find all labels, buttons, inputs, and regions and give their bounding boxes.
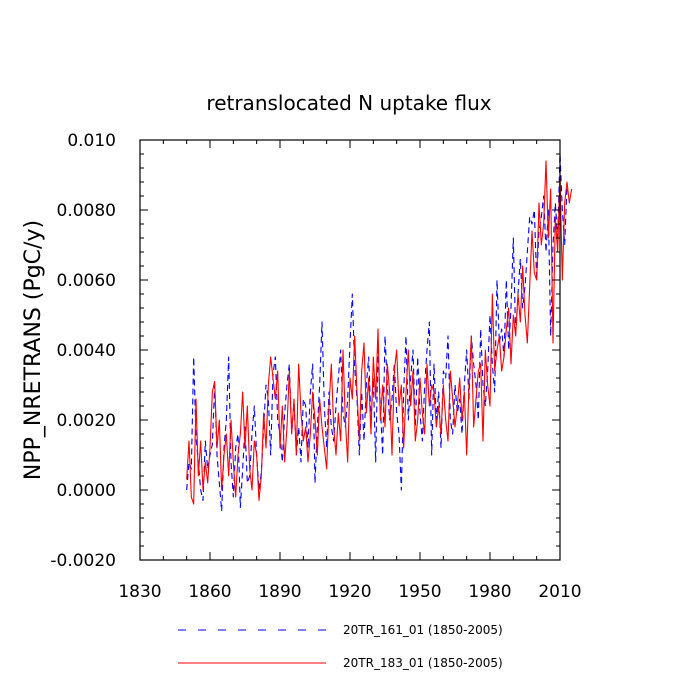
x-tick-label: 1950 xyxy=(398,582,441,602)
x-tick-label: 1830 xyxy=(118,582,161,602)
x-tick-label: 1980 xyxy=(468,582,511,602)
y-tick-label: 0.0040 xyxy=(57,341,116,361)
x-axis: 1830 1860 1890 1920 1950 1980 2010 xyxy=(118,140,582,602)
x-tick-label: 2010 xyxy=(538,582,581,602)
series-layer xyxy=(186,153,573,512)
chart-title: retranslocated N uptake flux xyxy=(206,91,491,115)
x-tick-label: 1920 xyxy=(328,582,371,602)
legend: 20TR_161_01 (1850-2005) 20TR_183_01 (1850… xyxy=(178,623,503,670)
y-tick-label: 0.0060 xyxy=(57,271,116,291)
y-tick-label: 0.0020 xyxy=(57,411,116,431)
y-axis: -0.0020 0.0000 0.0020 0.0040 0.0060 0.0080 0.0… xyxy=(50,131,560,571)
x-tick-label: 1860 xyxy=(188,582,231,602)
legend-label-2: 20TR_183_01 (1850-2005) xyxy=(343,656,503,670)
y-tick-label: 0.0080 xyxy=(57,201,116,221)
y-tick-label: 0.010 xyxy=(67,131,116,151)
x-tick-label: 1890 xyxy=(258,582,301,602)
y-axis-label: NPP_NRETRANS (PgC/y) xyxy=(21,220,46,480)
y-tick-label: -0.0020 xyxy=(50,551,116,571)
y-tick-label: 0.0000 xyxy=(57,481,116,501)
legend-label-1: 20TR_161_01 (1850-2005) xyxy=(343,623,503,637)
series-line-2 xyxy=(186,160,573,505)
